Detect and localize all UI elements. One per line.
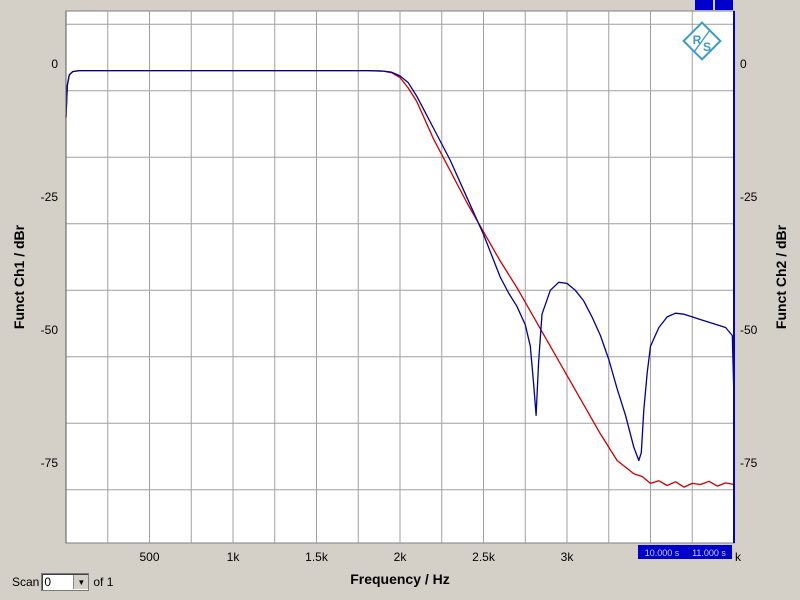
x-axis-title: Frequency / Hz [350,571,450,587]
y-tick-label-right: 0 [740,57,747,71]
y-tick-label-left: 0 [51,57,58,71]
left-tick-labels: 0 -25 -50 -75 [41,57,59,470]
marker-box-2[interactable] [686,545,732,559]
rs-logo: R S [682,21,722,61]
marker-readout: 10.000 s 11.000 s k [638,545,742,564]
y-tick-label-left: -25 [41,190,59,204]
svg-text:R: R [693,33,702,47]
y-axis-title-right: Funct Ch2 / dBr [773,224,789,329]
marker-box-2-label: 11.000 s [692,548,726,558]
x-tick-label: 3k [561,550,575,564]
y-tick-label-left: -75 [41,456,59,470]
x-tick-label: 500 [139,550,159,564]
y-axis-title-left: Funct Ch1 / dBr [11,224,27,329]
grid [66,11,734,543]
marker-box-1-label: 10.000 s [645,548,680,558]
scan-of-label: of 1 [93,575,114,589]
svg-text:S: S [703,40,711,54]
y-tick-label-right: -75 [740,456,758,470]
scan-select[interactable]: 0 ▼ [41,573,90,591]
chevron-down-icon: ▼ [73,575,89,589]
right-tick-labels: 0 -25 -50 -75 [740,57,758,470]
x-tick-label: 1k [227,550,241,564]
series-layer [65,69,735,488]
x-tick-label: 2.5k [472,550,496,564]
top-marker-button-2[interactable] [715,0,733,10]
y-tick-label-right: -25 [740,190,758,204]
marker-box-1[interactable] [638,545,686,559]
y-tick-label-right: -50 [740,323,758,337]
scan-select-value: 0 [44,575,52,589]
y-tick-label-left: -50 [41,323,59,337]
scan-label: Scan [12,575,40,589]
series-line-2 [65,69,735,462]
x-tick-labels: 500 1k 1.5k 2k 2.5k 3k [139,550,574,564]
top-marker-button-1[interactable] [695,0,713,10]
scan-control: Scan 0 ▼ of 1 [12,573,113,591]
x-tick-label: 1.5k [305,550,329,564]
x-tick-label: 2k [394,550,408,564]
marker-edge-label: k [735,550,742,564]
